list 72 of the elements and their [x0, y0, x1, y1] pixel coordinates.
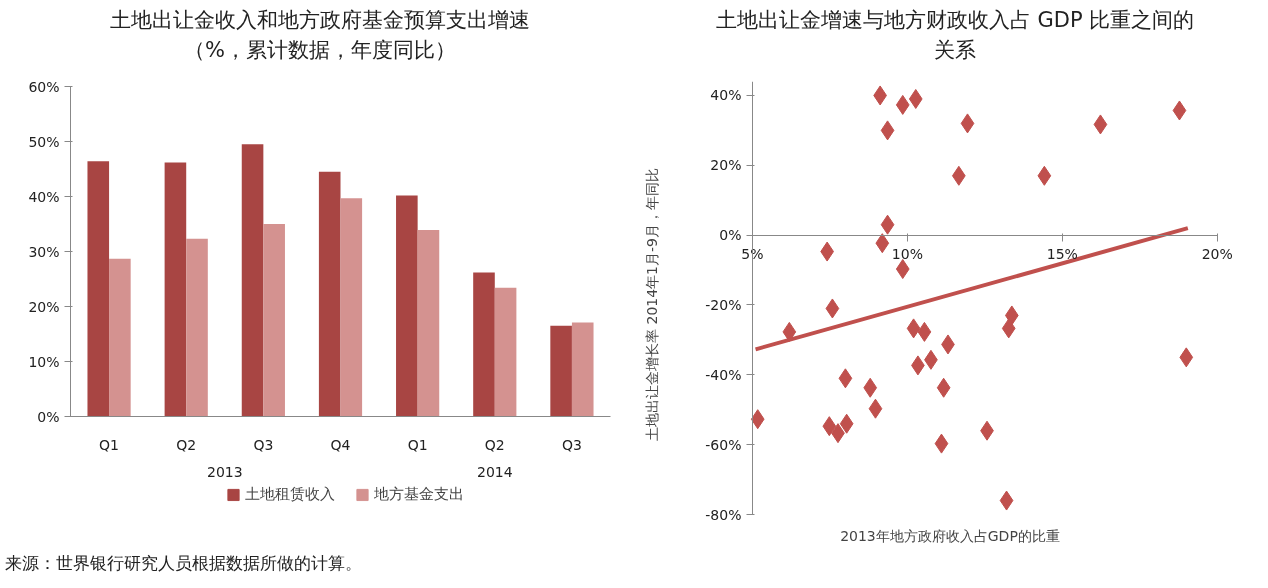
- bar: [417, 230, 440, 417]
- point: [880, 120, 895, 141]
- y-tick-label: 20%: [710, 157, 742, 174]
- y-tick-label: -80%: [705, 506, 742, 523]
- y-tick-label: 0%: [37, 408, 60, 425]
- x-tick-label: Q3: [253, 436, 274, 453]
- point: [1172, 100, 1187, 121]
- y-tick-label: -40%: [705, 366, 742, 383]
- x-tick-label: Q1: [407, 436, 428, 453]
- point: [839, 413, 854, 434]
- y-tick-label: -60%: [705, 436, 742, 453]
- y-tick-label: 20%: [28, 298, 60, 315]
- bar: [550, 325, 572, 417]
- x-tick-label: Q2: [484, 436, 505, 453]
- point: [934, 433, 949, 454]
- point: [868, 398, 883, 419]
- bar: [318, 171, 341, 417]
- bar: [164, 162, 187, 417]
- y-tick-label: 0%: [719, 227, 742, 244]
- x-tick-label: Q1: [99, 436, 120, 453]
- bar: [87, 161, 110, 417]
- text: 2014: [476, 463, 513, 480]
- y-tick-label: -20%: [705, 296, 742, 313]
- legend-label: 地方基金支出: [374, 484, 464, 504]
- chart-title: 土地出让金收入和地方政府基金预算支出增速（%，累计数据，年度同比）: [109, 7, 531, 64]
- point: [895, 259, 910, 280]
- point: [906, 318, 921, 339]
- point: [1179, 347, 1194, 368]
- bar: [396, 195, 418, 417]
- point: [895, 94, 910, 115]
- y-tick-label: 10%: [28, 353, 60, 370]
- point: [908, 88, 923, 109]
- x-tick-label: Q2: [176, 436, 197, 453]
- legend-label: 土地租赁收入: [245, 484, 335, 504]
- x-tick-label: 20%: [1201, 246, 1233, 263]
- y-tick-label: 40%: [710, 87, 742, 104]
- chart-title: 土地出让金增速与地方财政收入占 GDP 比重之间的关系: [714, 7, 1196, 64]
- x-tick-label: 5%: [741, 246, 764, 263]
- point: [750, 409, 765, 430]
- point: [999, 490, 1014, 511]
- x-tick-label: 15%: [1046, 246, 1078, 263]
- point: [838, 368, 853, 389]
- point: [1037, 165, 1052, 186]
- bar: [263, 224, 285, 417]
- point: [1001, 318, 1016, 339]
- point: [875, 233, 890, 254]
- y-tick-label: 30%: [28, 243, 60, 260]
- x-tick-label: 10%: [891, 246, 923, 263]
- point: [863, 377, 878, 398]
- bar: [241, 144, 264, 417]
- source-note: 来源：世界银行研究人员根据数据所做的计算。: [5, 552, 362, 575]
- x-tick-label: Q3: [561, 436, 582, 453]
- bar: [109, 258, 131, 417]
- point: [880, 214, 895, 235]
- point: [822, 416, 837, 437]
- bar: [473, 272, 495, 417]
- x-tick-label: Q4: [330, 436, 351, 453]
- point: [917, 321, 932, 342]
- y-tick-label: 60%: [28, 78, 60, 95]
- point: [960, 113, 975, 134]
- point: [936, 377, 951, 398]
- text: 2013: [206, 463, 243, 480]
- x-axis-title: 2013年地方政府收入占GDP的比重: [840, 527, 1060, 544]
- point: [825, 298, 840, 319]
- bar: [571, 322, 594, 417]
- y-axis-title: 土地出让金增长率 2014年1月-9月，年同比: [643, 168, 660, 441]
- bar: [186, 238, 208, 417]
- bar: [494, 287, 517, 417]
- point: [1093, 114, 1108, 135]
- y-tick-label: 50%: [28, 133, 60, 150]
- bar: [340, 198, 363, 417]
- y-tick-label: 40%: [28, 188, 60, 205]
